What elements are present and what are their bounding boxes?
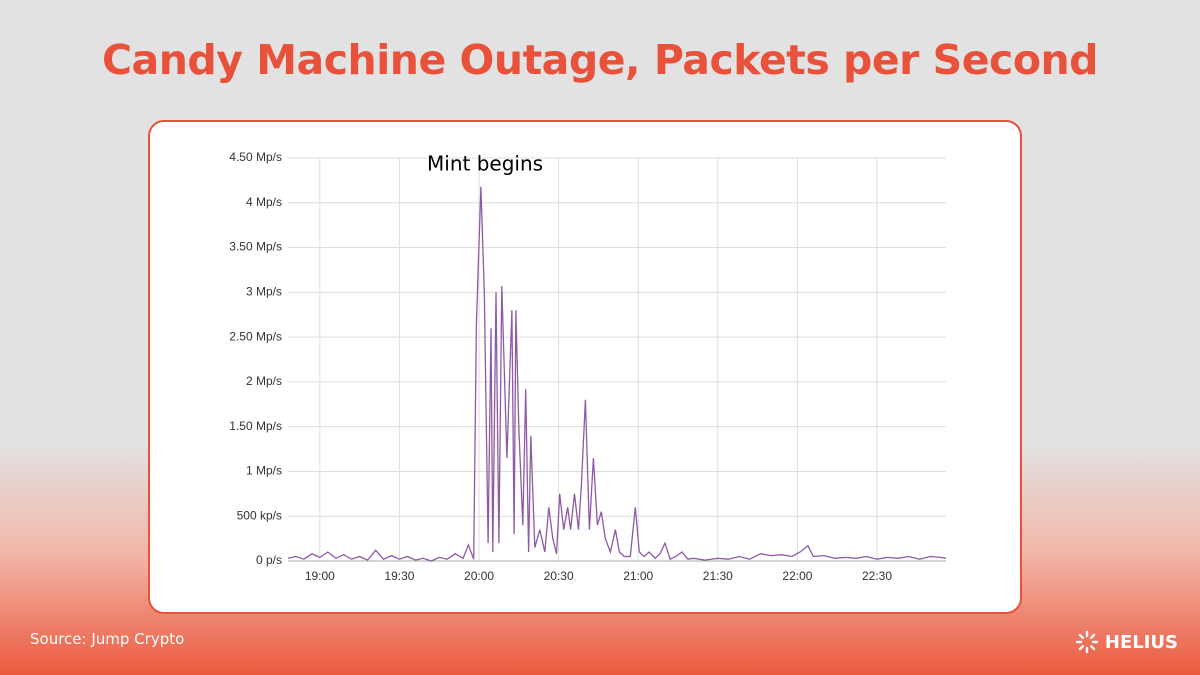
x-tick-label: 20:30 <box>544 569 574 583</box>
x-tick-label: 19:00 <box>305 569 335 583</box>
y-tick-label: 2.50 Mp/s <box>229 329 282 343</box>
y-tick-label: 4.50 Mp/s <box>229 150 282 164</box>
source-note: Source: Jump Crypto <box>30 630 185 648</box>
brand-logo: HELIUS <box>1075 630 1178 654</box>
y-tick-label: 500 kp/s <box>237 508 282 522</box>
x-tick-label: 19:30 <box>384 569 414 583</box>
y-tick-label: 4 Mp/s <box>246 195 282 209</box>
x-tick-label: 22:00 <box>782 569 812 583</box>
slide-title: Candy Machine Outage, Packets per Second <box>101 36 1099 84</box>
x-tick-label: 20:00 <box>464 569 494 583</box>
x-tick-label: 21:30 <box>703 569 733 583</box>
x-tick-label: 22:30 <box>862 569 892 583</box>
y-tick-label: 1 Mp/s <box>246 464 282 478</box>
x-tick-label: 21:00 <box>623 569 653 583</box>
y-tick-label: 3.50 Mp/s <box>229 240 282 254</box>
brand-name: HELIUS <box>1104 631 1178 653</box>
y-tick-label: 2 Mp/s <box>246 374 282 388</box>
y-tick-label: 0 p/s <box>256 553 282 567</box>
y-tick-label: 1.50 Mp/s <box>229 419 282 433</box>
y-tick-label: 3 Mp/s <box>246 285 282 299</box>
data-line <box>287 186 947 562</box>
annotation: Mint begins <box>427 152 543 176</box>
brand-icon <box>1075 630 1099 654</box>
